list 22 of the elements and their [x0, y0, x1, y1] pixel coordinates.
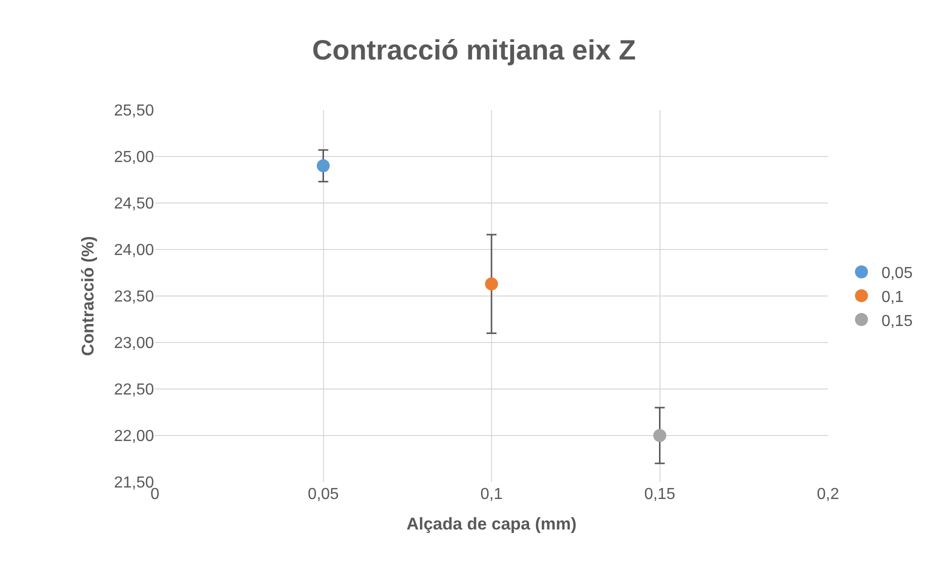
y-tick-label: 22,00: [114, 428, 154, 446]
y-axis-title: Contracció (%): [78, 236, 98, 356]
x-tick-label: 0: [150, 486, 160, 503]
y-tick-label: 23,00: [114, 335, 154, 352]
y-tick-label: 25,50: [114, 102, 154, 120]
x-axis-title: Alçada de capa (mm): [406, 514, 577, 534]
y-tick-label: 25,00: [114, 149, 154, 166]
y-tick-label: 24,50: [114, 196, 154, 213]
y-tick-label: 24,00: [114, 242, 154, 260]
x-tick-label: 0,15: [644, 486, 676, 503]
x-tick-label: 0,1: [480, 486, 503, 503]
legend-label: 0,05: [881, 265, 913, 282]
point: [485, 277, 498, 290]
point: [653, 429, 666, 442]
chart-title: Contracció mitjana eix Z: [312, 34, 636, 66]
legend-label: 0,1: [881, 288, 904, 306]
point: [316, 159, 330, 172]
y-tick-label: 22,50: [114, 382, 154, 399]
legend-label: 0,15: [881, 312, 913, 330]
x-tick-label: 0,05: [308, 486, 339, 503]
x-tick-label: 0,2: [816, 486, 840, 503]
y-tick-label: 23,50: [114, 288, 154, 306]
